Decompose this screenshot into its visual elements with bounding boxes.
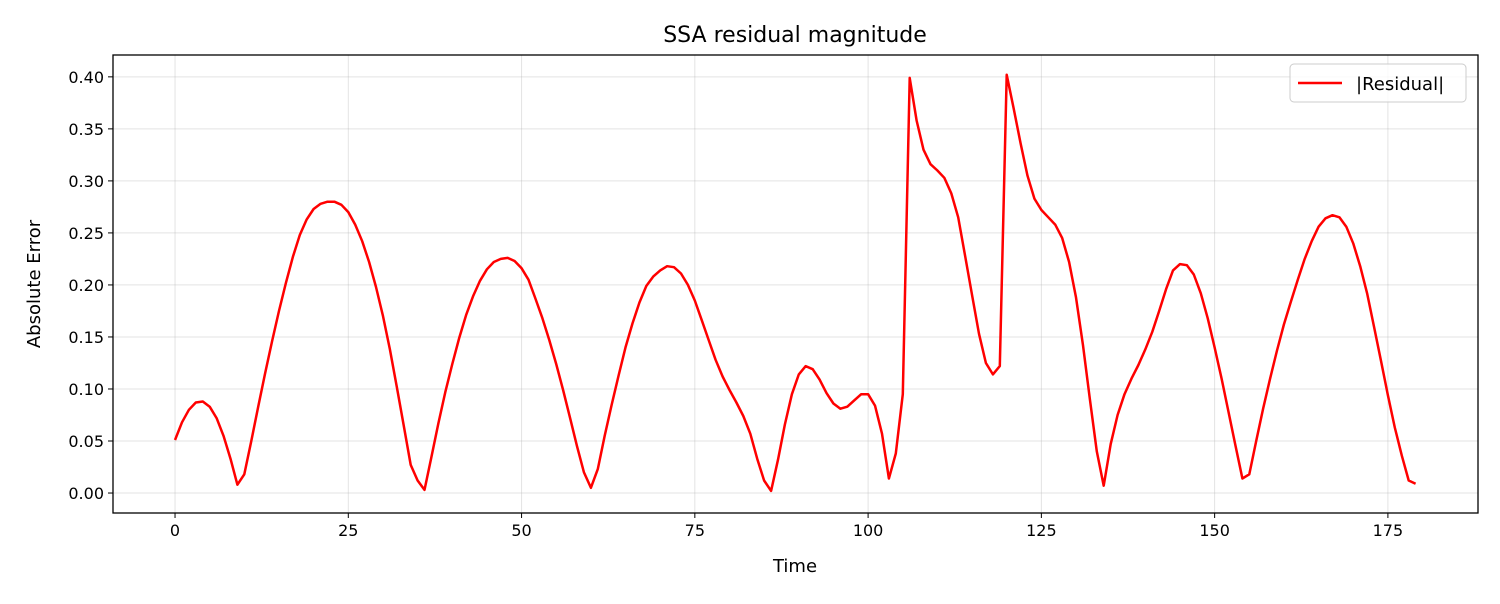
y-tick-label: 0.15 [68, 328, 104, 347]
x-tick-label: 100 [853, 521, 884, 540]
y-tick-label: 0.05 [68, 432, 104, 451]
legend-box [1289, 63, 1467, 103]
y-axis: 0.00 0.05 0.10 0.15 0.20 0.25 0.30 0.35 0.40 [68, 68, 113, 503]
plot-frame [112, 54, 1479, 514]
x-tick-label: 75 [685, 521, 705, 540]
chart-title: SSA residual magnitude [663, 23, 927, 48]
x-axis: 0 25 50 75 100 125 150 175 [170, 513, 1403, 540]
series-line-residual [173, 73, 1417, 493]
x-tick-label: 150 [1199, 521, 1230, 540]
x-tick-label: 50 [511, 521, 531, 540]
legend-label: |Residual| [1356, 74, 1444, 95]
y-tick-label: 0.20 [68, 276, 104, 295]
y-tick-label: 0.30 [68, 172, 104, 191]
x-tick-label: 0 [170, 521, 180, 540]
y-tick-label: 0.10 [68, 380, 104, 399]
y-axis-label: Absolute Error [24, 219, 45, 348]
y-tick-label: 0.40 [68, 68, 104, 87]
y-tick-label: 0.00 [68, 484, 104, 503]
x-tick-label: 175 [1373, 521, 1404, 540]
grid [113, 55, 1478, 513]
y-tick-label: 0.25 [68, 224, 104, 243]
x-tick-label: 125 [1026, 521, 1057, 540]
y-tick-label: 0.35 [68, 120, 104, 139]
x-axis-label: Time [772, 556, 817, 577]
legend: |Residual| [1289, 63, 1467, 103]
series-layer [173, 73, 1417, 493]
x-tick-label: 25 [338, 521, 358, 540]
